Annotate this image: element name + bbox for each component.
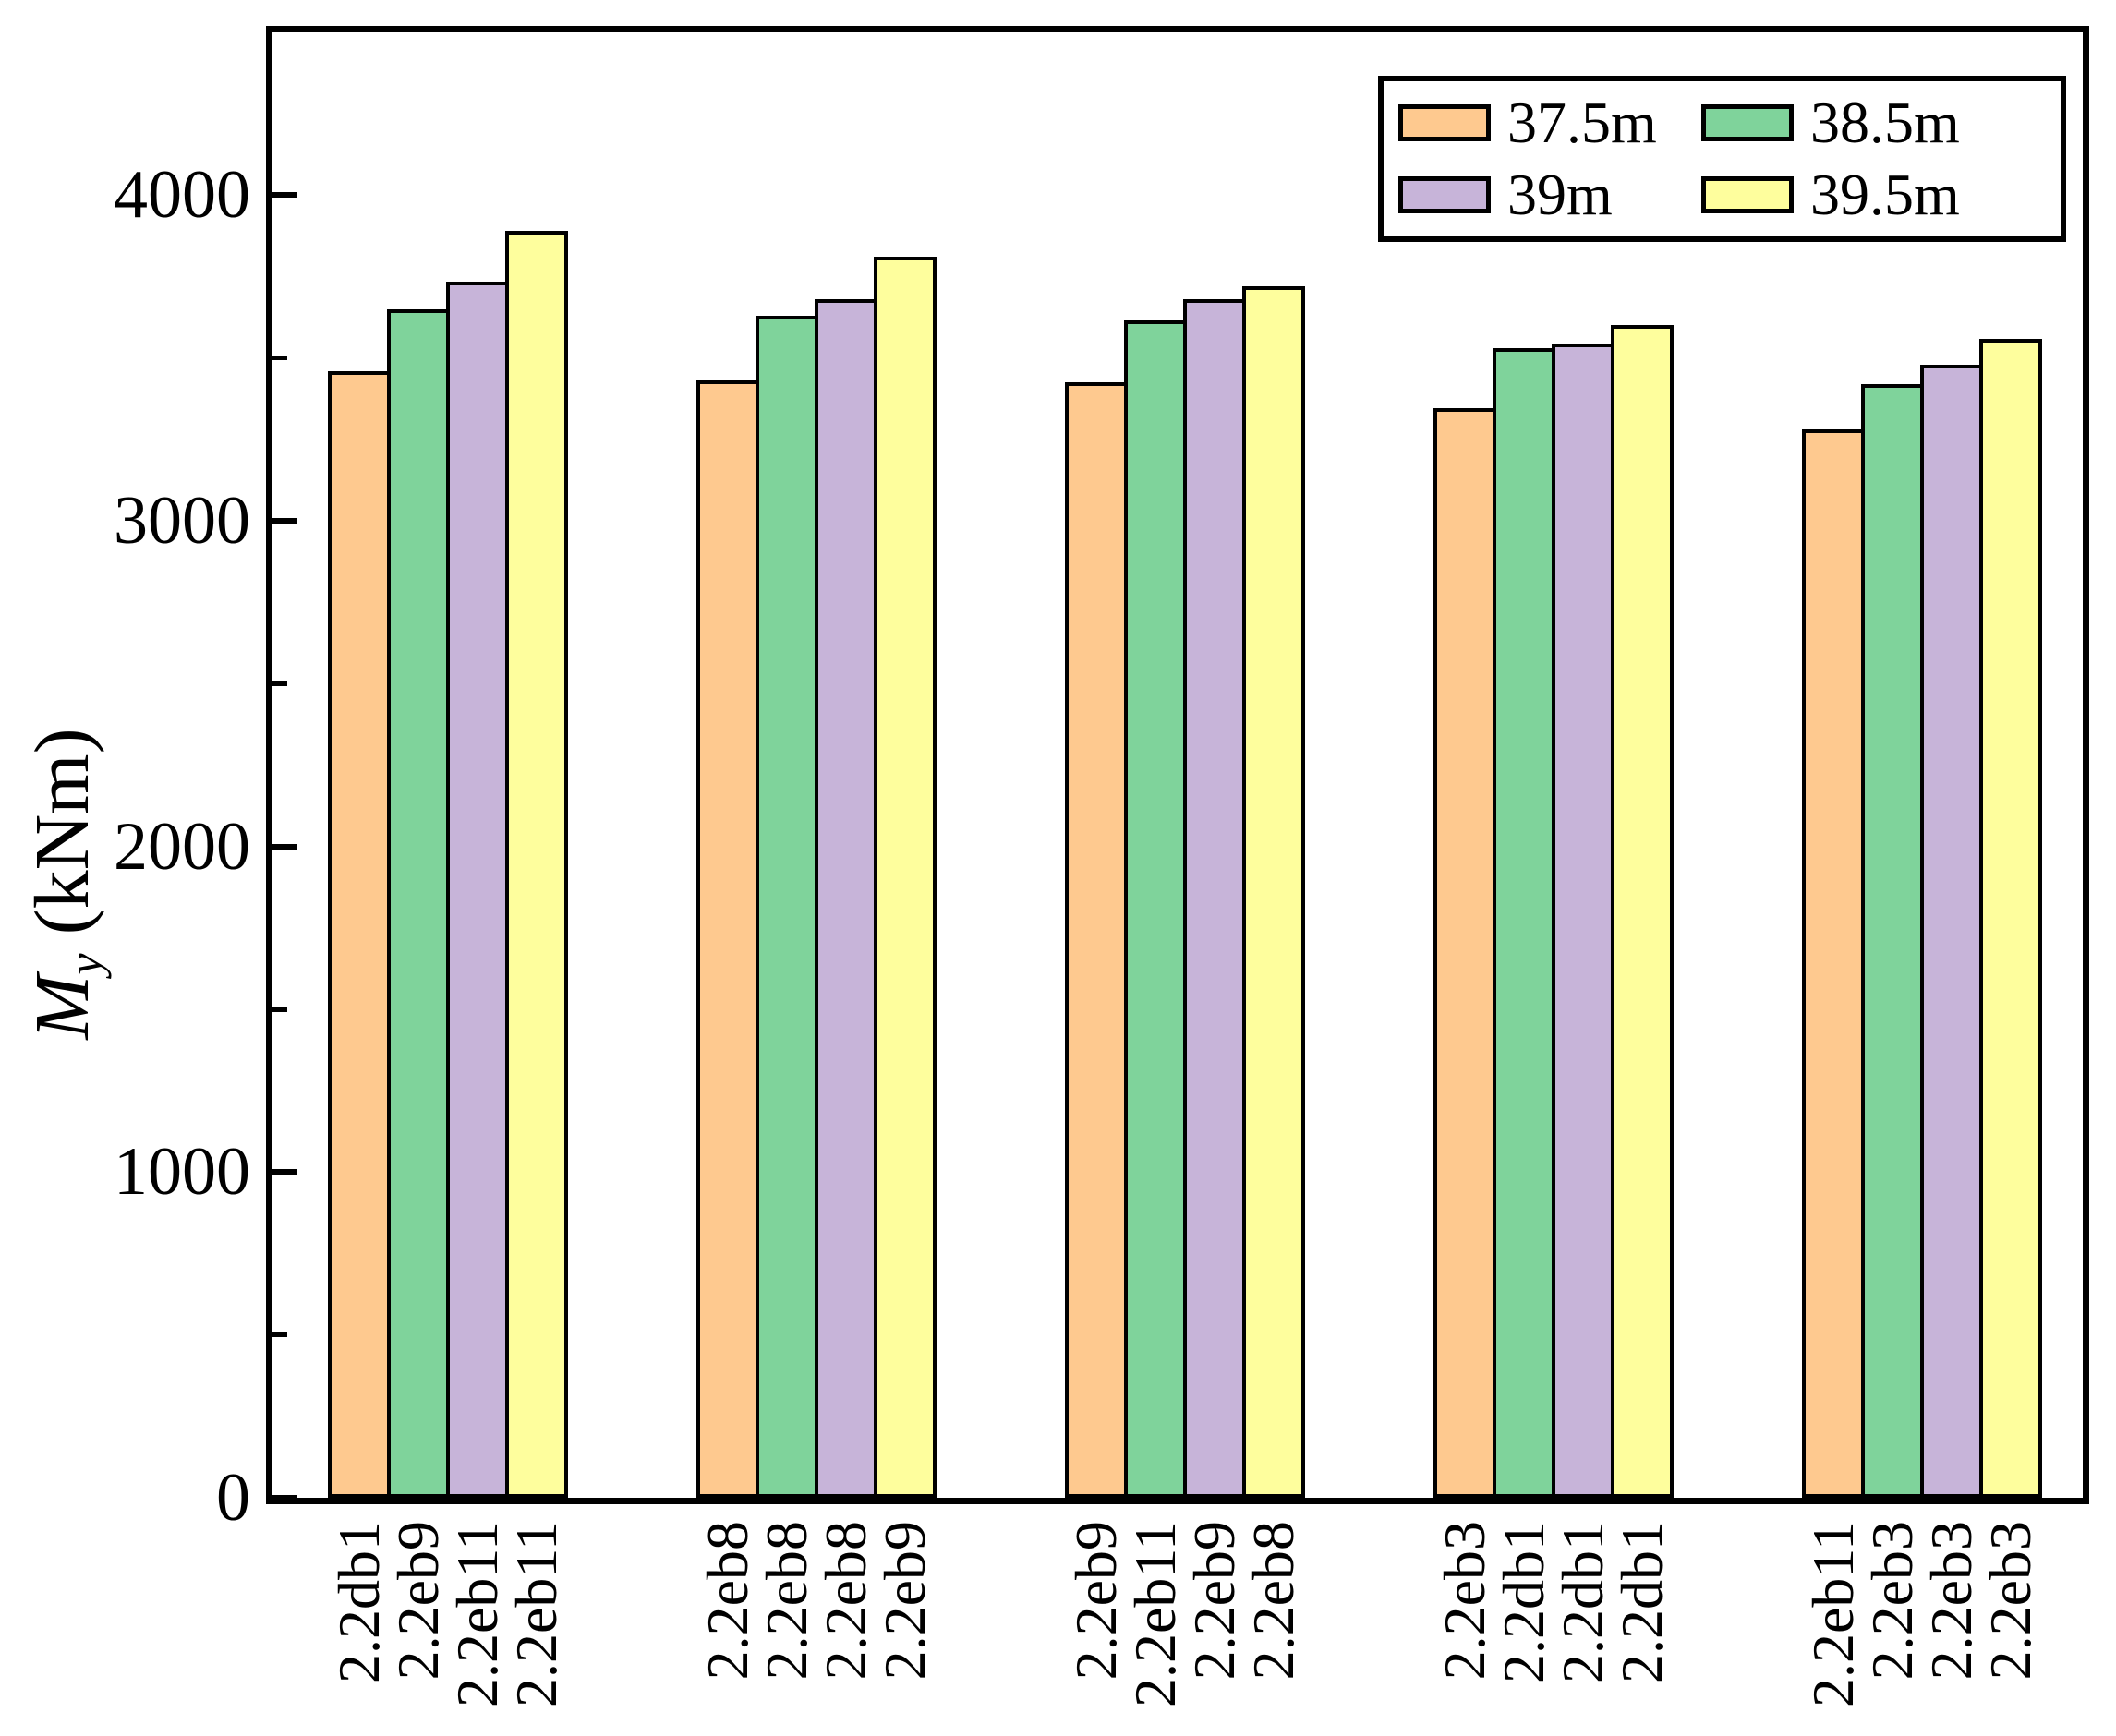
x-tick-label: 2.2eb9 <box>872 1521 937 1681</box>
x-tick-label: 2.2eb3 <box>1918 1521 1984 1681</box>
x-tick-label: 2.2eb3 <box>1977 1521 2043 1681</box>
bar <box>1920 364 1983 1498</box>
legend-swatch <box>1398 104 1491 142</box>
bar <box>1552 343 1614 1498</box>
x-tick-label: 2.2db1 <box>326 1521 392 1683</box>
x-tick-label: 2.2eb9 <box>385 1521 451 1681</box>
x-tick-label: 2.2db1 <box>1550 1521 1615 1683</box>
bar <box>1065 382 1128 1498</box>
legend-label: 38.5m <box>1809 90 1960 156</box>
legend-swatch <box>1700 175 1794 213</box>
x-tick-label: 2.2eb11 <box>1800 1521 1866 1708</box>
bar <box>1183 299 1246 1498</box>
legend-item: 37.5m <box>1398 93 1701 152</box>
y-tick-label: 3000 <box>114 483 250 559</box>
bar <box>1124 320 1187 1498</box>
bar <box>446 281 509 1498</box>
bar <box>505 231 568 1498</box>
y-tick-label: 4000 <box>114 157 250 234</box>
legend-box: 37.5m 38.5m 39m 39.5m <box>1378 76 2066 242</box>
y-minor-tick <box>272 356 287 361</box>
x-tick-label: 2.2eb3 <box>1859 1521 1925 1681</box>
bar <box>696 380 759 1498</box>
y-major-tick <box>272 1169 297 1175</box>
y-major-tick <box>272 518 297 524</box>
bar <box>815 299 877 1498</box>
x-tick-label: 2.2eb9 <box>1063 1521 1129 1681</box>
y-tick-label: 1000 <box>114 1134 250 1211</box>
x-tick-label: 2.2eb8 <box>695 1521 760 1681</box>
x-tick-label: 2.2eb8 <box>813 1521 878 1681</box>
legend-item: 39.5m <box>1700 161 2057 227</box>
x-tick-label: 2.2eb8 <box>1240 1521 1306 1681</box>
plot-frame <box>266 26 2089 1504</box>
bar <box>387 308 450 1498</box>
legend-swatch <box>1398 175 1491 213</box>
legend-label: 37.5m <box>1507 90 1657 156</box>
bar <box>1979 338 2042 1498</box>
x-tick-label: 2.2eb3 <box>1432 1521 1497 1681</box>
legend-label: 39.5m <box>1809 161 1960 227</box>
bar <box>1493 348 1555 1498</box>
y-major-tick <box>272 843 297 850</box>
bar <box>1433 408 1496 1498</box>
legend-label: 39m <box>1507 161 1613 227</box>
bar <box>1861 383 1924 1498</box>
x-tick-label: 2.2eb8 <box>754 1521 819 1681</box>
y-axis-subscript: y <box>59 953 113 975</box>
y-minor-tick <box>272 681 287 686</box>
y-major-tick <box>272 192 297 199</box>
bar <box>1802 429 1865 1498</box>
bar <box>874 257 937 1498</box>
legend-item: 39m <box>1398 161 1701 227</box>
x-tick-label: 2.2db1 <box>1491 1521 1556 1683</box>
y-tick-label: 2000 <box>114 808 250 885</box>
y-minor-tick <box>272 1332 287 1338</box>
x-tick-label: 2.2eb11 <box>1122 1521 1188 1708</box>
x-tick-label: 2.2db1 <box>1609 1521 1675 1683</box>
legend-item: 38.5m <box>1700 90 2057 156</box>
bar <box>328 370 391 1498</box>
x-tick-label: 2.2eb11 <box>503 1521 569 1708</box>
bar <box>1242 286 1305 1498</box>
bar <box>1611 325 1674 1498</box>
y-minor-tick <box>272 1007 287 1012</box>
y-tick-label: 0 <box>216 1460 250 1536</box>
y-major-tick <box>272 1495 297 1501</box>
legend-swatch <box>1700 104 1794 142</box>
x-tick-label: 2.2eb9 <box>1181 1521 1247 1681</box>
y-axis-symbol: M <box>19 974 105 1040</box>
bar <box>756 315 818 1498</box>
x-tick-label: 2.2eb11 <box>444 1521 510 1708</box>
